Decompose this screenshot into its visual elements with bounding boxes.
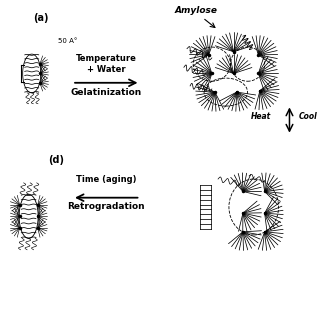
Text: (d): (d) xyxy=(49,156,65,165)
Text: Amylose: Amylose xyxy=(175,6,218,15)
Text: 50 A°: 50 A° xyxy=(58,38,77,44)
Text: Gelatinization: Gelatinization xyxy=(71,88,142,97)
Text: (a): (a) xyxy=(33,12,49,23)
Text: Retrogradation: Retrogradation xyxy=(68,203,145,212)
Text: Temperature
+ Water: Temperature + Water xyxy=(76,54,137,74)
Text: Time (aging): Time (aging) xyxy=(76,174,137,184)
Text: Cool: Cool xyxy=(299,112,317,122)
Text: Heat: Heat xyxy=(251,112,271,122)
